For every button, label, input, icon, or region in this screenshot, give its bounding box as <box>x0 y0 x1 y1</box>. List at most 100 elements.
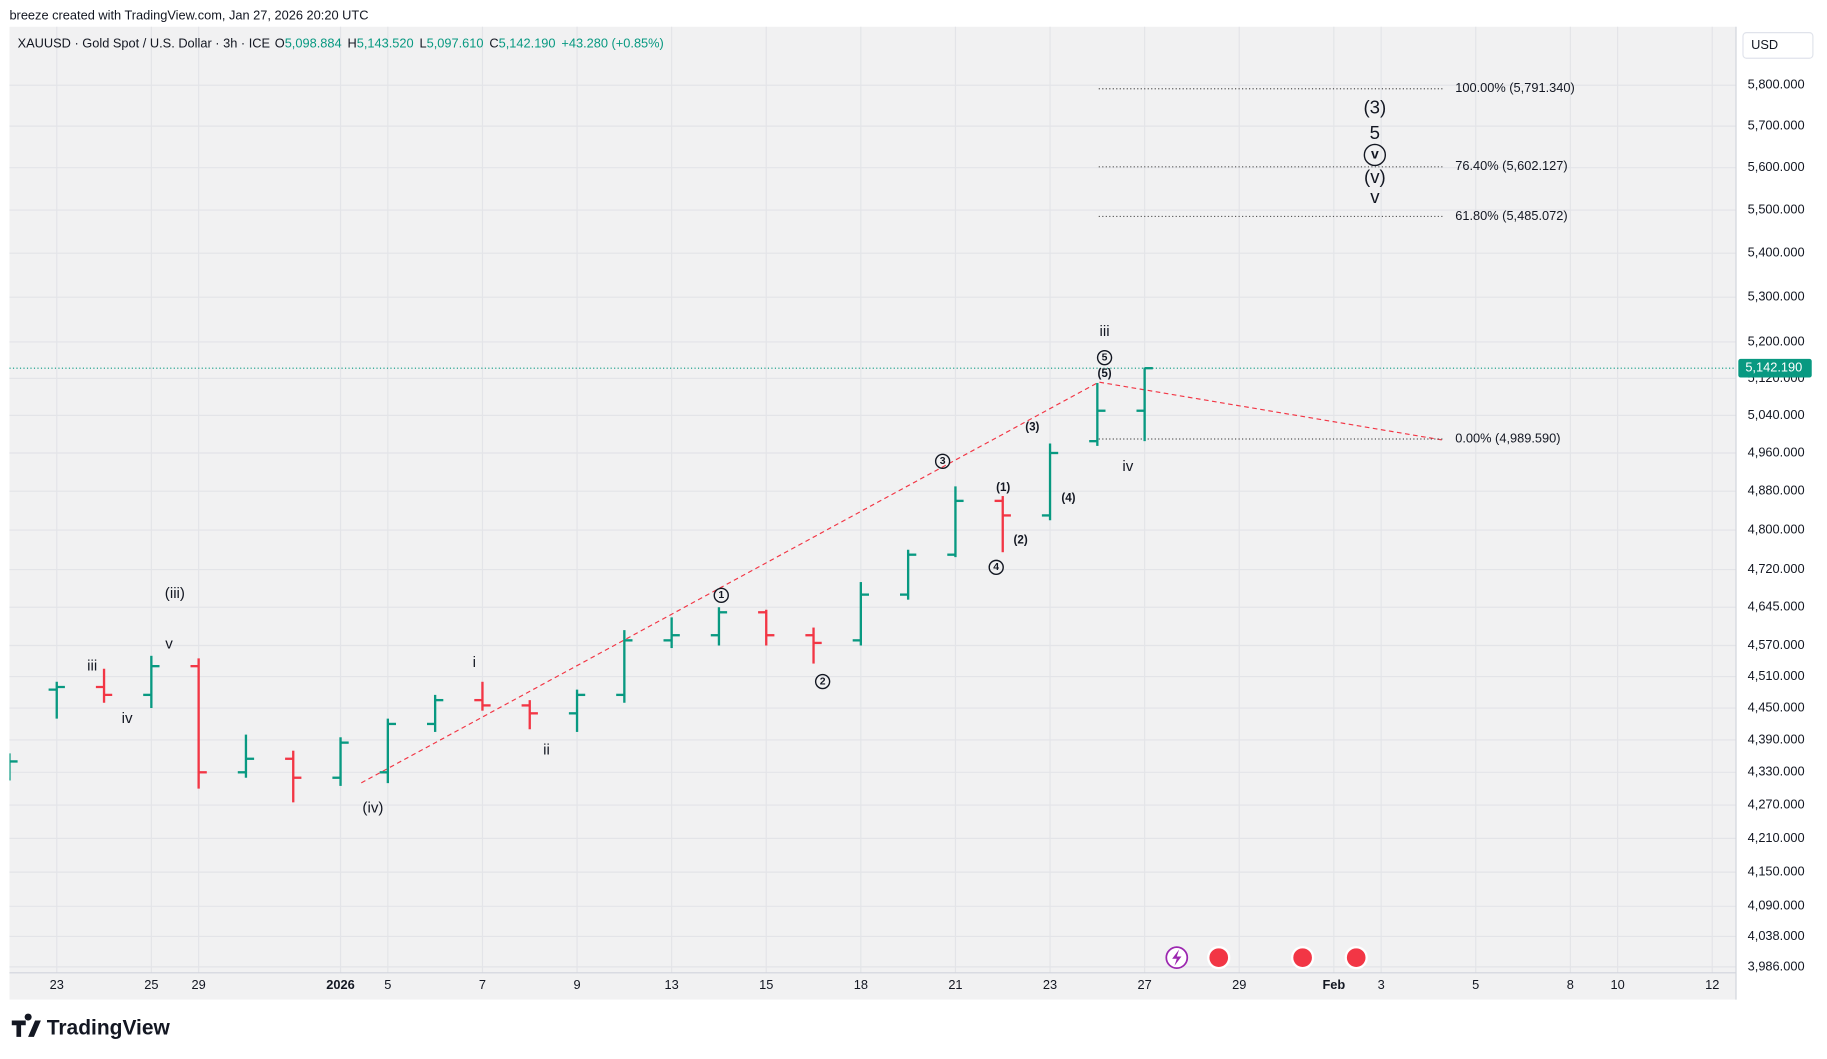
y-tick-label: 5,400.000 <box>1748 245 1805 260</box>
y-tick-label: 4,645.000 <box>1748 599 1805 614</box>
y-tick-label: 4,270.000 <box>1748 796 1805 811</box>
wave-label: (2) <box>1014 534 1028 547</box>
wave-label: (4) <box>1061 492 1075 505</box>
price-axis: 3,986.000 4,038.000 4,090.000 4,150.000 4,21… <box>1738 77 1812 973</box>
wave-label: (iv) <box>362 800 383 817</box>
wave-label: (3) <box>1363 96 1386 117</box>
legend-value: 5,142.190 <box>499 36 556 51</box>
credit: breeze created with TradingView.com, Jan… <box>9 8 368 23</box>
y-tick-label: 4,090.000 <box>1748 898 1805 913</box>
fib-label: 100.00% (5,791.340) <box>1455 80 1575 95</box>
legend-value: 5,097.610 <box>427 36 484 51</box>
grid <box>9 26 1737 973</box>
y-tick-label: 5,200.000 <box>1748 333 1805 348</box>
event-icon[interactable] <box>1290 945 1315 970</box>
y-tick-label: 4,880.000 <box>1748 483 1805 498</box>
y-tick-label: 5,300.000 <box>1748 289 1805 304</box>
wave-circle <box>814 673 831 690</box>
wave-label: 3 <box>940 456 946 467</box>
brand-logo <box>11 1013 41 1037</box>
last-price-box <box>1738 358 1812 378</box>
y-tick-label: 3,986.000 <box>1748 958 1805 973</box>
x-tick-label: 8 <box>1567 977 1574 992</box>
currency[interactable]: USD <box>1751 37 1778 52</box>
y-tick-label: 4,510.000 <box>1748 668 1805 683</box>
wave-circle <box>713 587 729 604</box>
legend-label: H <box>347 36 356 51</box>
event-icon[interactable] <box>1207 945 1231 970</box>
wave-label: 1 <box>718 590 724 601</box>
fib-levels: 100.00% (5,791.340) 76.40% (5,602.127) 61.… <box>1098 80 1575 445</box>
wave-label: ii <box>543 741 550 758</box>
wave-label: i <box>473 654 476 671</box>
wave-label: v <box>1371 146 1379 162</box>
wave-label: iii <box>87 657 97 674</box>
wave-label: (v) <box>1364 166 1386 187</box>
bars <box>9 367 1737 803</box>
logo-mark <box>11 1013 41 1037</box>
x-tick-label: 3 <box>1378 977 1385 992</box>
wave-label: 5 <box>1370 122 1380 143</box>
x-tick-label: 9 <box>573 977 580 992</box>
x-tick-label: 27 <box>1138 977 1152 992</box>
x-tick-label: 23 <box>50 977 64 992</box>
x-tick-label: 25 <box>144 977 158 992</box>
y-tick-label: 4,210.000 <box>1748 830 1805 845</box>
symbol: XAUUSD · Gold Spot / U.S. Dollar · 3h · … <box>18 36 270 51</box>
wave-circle <box>1096 349 1113 366</box>
wave-circle <box>1363 143 1387 167</box>
x-tick-label: 10 <box>1611 977 1625 992</box>
last-price-label: 5,142.190 <box>1745 360 1802 375</box>
y-tick-label: 4,038.000 <box>1748 928 1805 943</box>
y-tick-label: 4,800.000 <box>1748 521 1805 536</box>
x-tick-label: 21 <box>948 977 962 992</box>
wave-label: (3) <box>1025 421 1039 434</box>
x-tick-label: 2026 <box>326 977 354 992</box>
x-tick-label: 15 <box>759 977 773 992</box>
wave-label: v <box>1370 186 1380 207</box>
wave-circle <box>934 453 951 470</box>
wave-label: iv <box>1122 458 1133 475</box>
y-tick-label: 5,700.000 <box>1748 118 1805 133</box>
fib-label: 61.80% (5,485.072) <box>1455 208 1567 223</box>
x-tick-label: 29 <box>1232 977 1246 992</box>
wave-label: 2 <box>820 676 826 687</box>
plot-area <box>9 26 1737 1000</box>
legend-value: 5,098.884 <box>285 36 342 51</box>
legend: XAUUSD · Gold Spot / U.S. Dollar · 3h · … <box>18 36 664 51</box>
trendline <box>361 381 1445 784</box>
wave-label: iii <box>1100 323 1110 340</box>
wave-circle <box>988 559 1004 576</box>
x-tick-label: 13 <box>665 977 679 992</box>
y-tick-label: 4,960.000 <box>1748 444 1805 459</box>
brand: TradingView <box>47 1016 171 1039</box>
y-tick-label: 4,450.000 <box>1748 699 1805 714</box>
time-axis: 23 25 29 2026 5 7 9 13 15 18 21 23 27 29 Feb 3 5 8 10 12 <box>50 977 1720 992</box>
y-tick-label: 5,040.000 <box>1748 407 1805 422</box>
y-tick-label: 4,390.000 <box>1748 731 1805 746</box>
x-tick-label: 29 <box>192 977 206 992</box>
currency-box[interactable] <box>1742 32 1814 59</box>
x-tick-label: 5 <box>384 977 391 992</box>
y-tick-label: 5,800.000 <box>1748 77 1805 92</box>
x-tick-label: 12 <box>1705 977 1719 992</box>
x-tick-label: Feb <box>1322 977 1345 992</box>
event-icon[interactable] <box>1344 945 1368 970</box>
legend-label: O <box>275 36 285 51</box>
wave-label: (1) <box>996 481 1010 494</box>
y-tick-label: 5,600.000 <box>1748 159 1805 174</box>
legend-label: C <box>489 36 498 51</box>
wave-label: iv <box>122 710 133 727</box>
y-tick-label: 4,570.000 <box>1748 637 1805 652</box>
wave-label: (5) <box>1097 367 1111 380</box>
wave-label: 5 <box>1102 352 1108 363</box>
x-tick-label: 18 <box>854 977 868 992</box>
wave-label: v <box>165 635 173 652</box>
y-tick-label: 4,330.000 <box>1748 764 1805 779</box>
x-tick-label: 23 <box>1043 977 1057 992</box>
wave-label: (iii) <box>165 585 185 602</box>
y-tick-label: 4,720.000 <box>1748 561 1805 576</box>
legend-label: L <box>419 36 426 51</box>
